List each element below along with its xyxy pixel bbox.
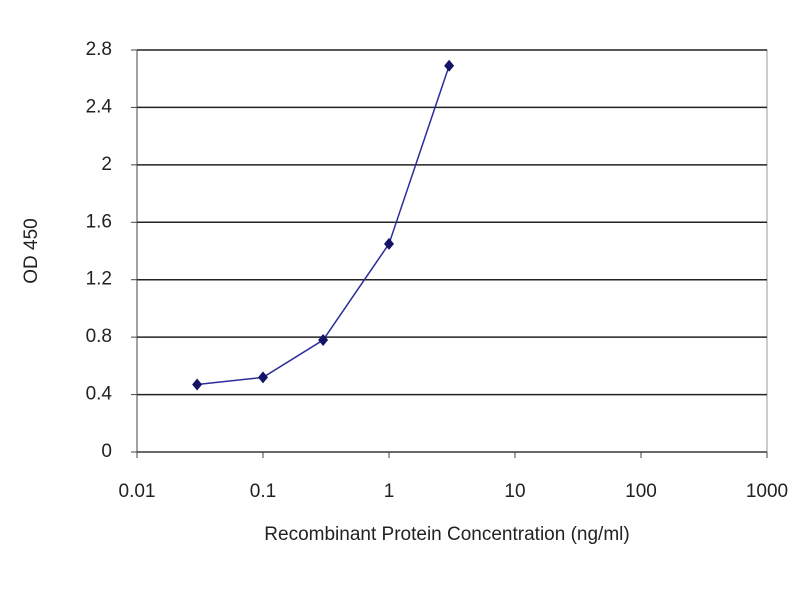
y-tick-label: 1.6 (86, 211, 112, 232)
y-tick-label: 2 (101, 154, 112, 175)
y-axis-title: OD 450 (21, 218, 42, 283)
data-point (384, 237, 394, 250)
plot-area (136, 49, 768, 453)
y-tick-label: 1.2 (86, 269, 112, 290)
y-tick-label: 0 (101, 441, 112, 462)
x-tick-label: 1 (384, 481, 395, 502)
data-point (192, 378, 203, 391)
y-tick-label: 2.4 (86, 96, 113, 117)
x-tick-label: 0.01 (119, 481, 156, 502)
data-point (258, 371, 268, 384)
x-tick-label: 0.1 (250, 481, 276, 502)
x-axis-title: Recombinant Protein Concentration (ng/ml… (264, 524, 629, 545)
x-tick-label: 100 (625, 481, 657, 502)
y-tick-label: 0.8 (86, 326, 112, 347)
x-tick-label: 10 (504, 481, 525, 502)
x-tick-label: 1000 (746, 481, 788, 502)
y-tick-label: 2.8 (86, 39, 112, 60)
y-tick-label: 0.4 (86, 384, 113, 405)
data-point (444, 59, 455, 72)
data-point (318, 334, 329, 347)
